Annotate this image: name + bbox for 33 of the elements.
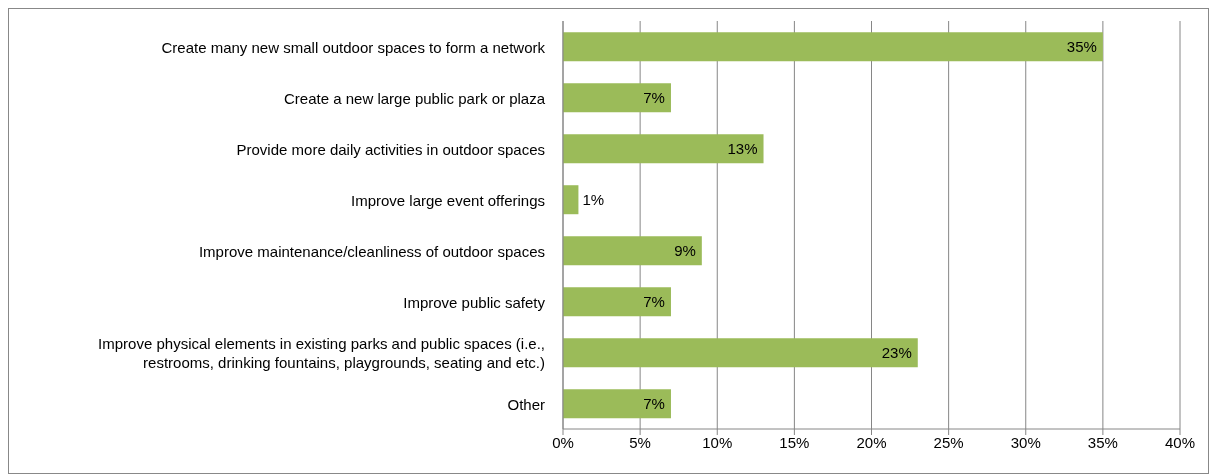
- bar: [563, 32, 1103, 62]
- x-tick-label: 30%: [1010, 433, 1041, 451]
- y-tick-label: Provide more daily activities in outdoor spaces: [236, 140, 545, 157]
- data-label: 1%: [582, 191, 605, 209]
- x-tick-label: 40%: [1164, 433, 1196, 451]
- x-tick-label: 25%: [933, 433, 964, 451]
- y-tick-label: Improve maintenance/cleanliness of outdoor spaces: [198, 242, 545, 259]
- bar: [563, 83, 671, 113]
- y-tick-label: Improve public safety: [403, 293, 546, 310]
- data-label: 7%: [643, 293, 665, 311]
- x-tick-label: 10%: [702, 433, 733, 451]
- y-tick-label: Improve large event offerings: [351, 191, 545, 208]
- bar: [563, 134, 764, 164]
- data-label: 7%: [643, 395, 665, 413]
- x-tick-label: 20%: [856, 433, 887, 451]
- y-tick-label: Create many new small outdoor spaces to form a network: [161, 38, 546, 55]
- x-tick-label: 5%: [629, 433, 651, 451]
- x-tick-label: 35%: [1087, 433, 1118, 451]
- bar: [563, 389, 671, 419]
- y-tick-label: Create a new large public park or plaza: [284, 89, 546, 106]
- data-label: 23%: [881, 344, 912, 362]
- data-label: 13%: [727, 140, 758, 158]
- x-tick-label: 15%: [779, 433, 810, 451]
- data-label: 7%: [643, 89, 665, 107]
- y-tick-label: Improve physical elements in existing parks and public spaces (i.e., restrooms, drinking fountains, playgrounds, seating and etc.): [98, 334, 545, 371]
- bar: [563, 236, 702, 266]
- data-label: 35%: [1066, 38, 1097, 56]
- bar: [563, 185, 579, 215]
- x-tick-label: 0%: [552, 433, 574, 451]
- bar: [563, 338, 918, 368]
- data-label: 9%: [674, 242, 696, 260]
- bar: [563, 287, 671, 317]
- y-tick-label: Other: [507, 395, 545, 412]
